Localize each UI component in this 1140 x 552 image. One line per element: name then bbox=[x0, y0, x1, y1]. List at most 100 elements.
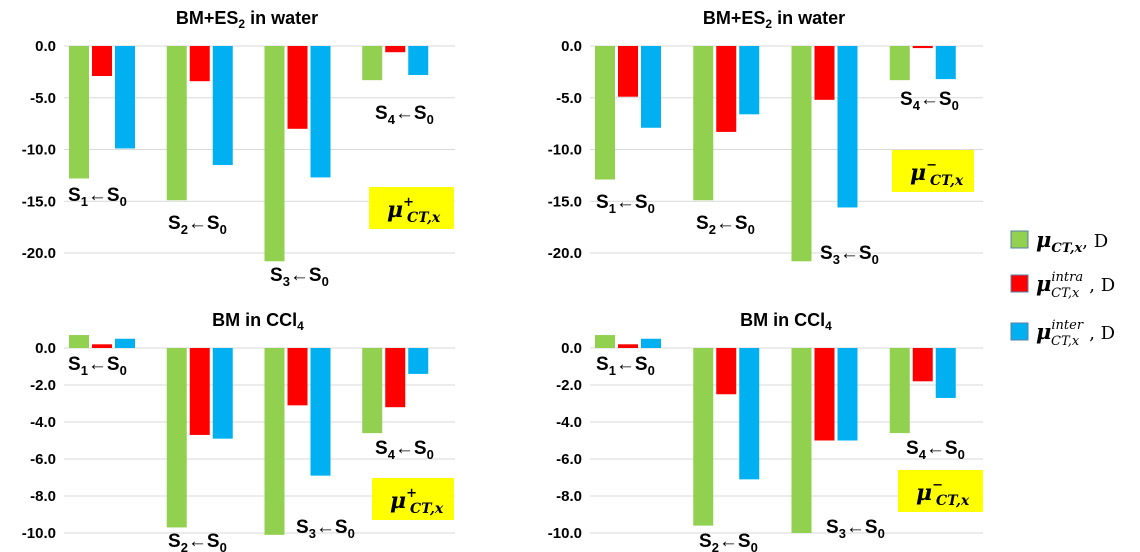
transition-label: S4←S0 bbox=[375, 103, 434, 127]
bar-inter bbox=[408, 348, 429, 374]
chart-panel-4: BM in CCl4 0.0 -2.0 -4.0 -6.0 -8.0 -10.0 S1←S0 S… bbox=[548, 310, 983, 552]
mu-label-highlight bbox=[898, 470, 983, 512]
legend-swatch-mu bbox=[1010, 230, 1029, 249]
bar-intra bbox=[814, 348, 835, 441]
transition-label: S2←S0 bbox=[168, 531, 227, 552]
y-tick-label: -15.0 bbox=[22, 193, 56, 210]
bar-intra bbox=[385, 348, 406, 408]
bar-intra bbox=[618, 46, 638, 97]
bar-inter bbox=[310, 46, 331, 178]
y-tick-label: -10.0 bbox=[548, 142, 582, 159]
bar-mu bbox=[264, 46, 285, 262]
bar-intra bbox=[92, 46, 112, 77]
y-tick-label: 0.0 bbox=[561, 38, 582, 55]
bar-inter bbox=[115, 338, 135, 348]
bar-mu bbox=[791, 348, 812, 533]
transition-label: S2←S0 bbox=[696, 213, 755, 237]
y-tick-label: -15.0 bbox=[548, 193, 582, 210]
mu-label: μ− CT,x bbox=[910, 158, 964, 189]
mu-label-highlight bbox=[369, 187, 454, 229]
y-tick-label: 0.0 bbox=[35, 38, 56, 55]
chart-title: BM in CCl4 bbox=[740, 310, 832, 333]
chart-title: BM in CCl4 bbox=[212, 310, 304, 333]
legend-swatch-inter bbox=[1010, 322, 1029, 341]
bar-intra bbox=[912, 348, 933, 382]
transition-label: S1←S0 bbox=[68, 185, 127, 209]
legend-label-intra: μintra CT,x, D bbox=[1036, 270, 1115, 301]
bar-inter bbox=[212, 46, 233, 166]
bar-mu bbox=[69, 46, 89, 179]
y-tick-label: -5.0 bbox=[556, 90, 582, 107]
bar-mu bbox=[791, 46, 812, 262]
transition-label: S2←S0 bbox=[699, 531, 758, 552]
transition-label: S3←S0 bbox=[270, 265, 329, 289]
transition-label: S3←S0 bbox=[820, 243, 879, 267]
bar-inter bbox=[641, 46, 661, 128]
bar-mu bbox=[889, 348, 910, 434]
y-tick-label: -10.0 bbox=[22, 142, 56, 159]
transition-label: S4←S0 bbox=[906, 438, 965, 462]
transition-label: S1←S0 bbox=[68, 354, 127, 378]
bar-mu bbox=[595, 335, 615, 348]
mu-label-highlight bbox=[372, 478, 454, 520]
bar-intra bbox=[189, 46, 210, 82]
bar-mu bbox=[166, 348, 187, 528]
bar-intra bbox=[912, 46, 933, 49]
bar-inter bbox=[408, 46, 429, 75]
bar-inter bbox=[935, 46, 956, 80]
bar-mu bbox=[595, 46, 615, 180]
bar-mu bbox=[362, 46, 383, 81]
transition-label: S3←S0 bbox=[296, 517, 355, 541]
legend-swatch-intra bbox=[1010, 274, 1029, 293]
transition-label: S1←S0 bbox=[596, 354, 655, 378]
bar-intra bbox=[814, 46, 835, 100]
bar-intra bbox=[287, 348, 308, 406]
bar-mu bbox=[264, 348, 285, 535]
bar-inter bbox=[837, 46, 858, 208]
y-tick-label: -2.0 bbox=[556, 377, 582, 394]
y-tick-label: -5.0 bbox=[30, 90, 56, 107]
transition-label: S1←S0 bbox=[596, 192, 655, 216]
chart-title: BM+ES2 in water bbox=[176, 8, 318, 31]
mu-label: μ− CT,x bbox=[916, 478, 970, 509]
y-tick-label: -8.0 bbox=[30, 488, 56, 505]
bar-mu bbox=[166, 46, 187, 201]
bar-mu bbox=[362, 348, 383, 434]
y-tick-label: -10.0 bbox=[22, 525, 56, 542]
transition-label: S2←S0 bbox=[168, 213, 227, 237]
mu-label: μ+ CT,x bbox=[390, 486, 444, 517]
mu-label: μ+ CT,x bbox=[387, 195, 441, 226]
bar-intra bbox=[618, 344, 638, 348]
y-tick-label: 0.0 bbox=[561, 340, 582, 357]
bar-inter bbox=[310, 348, 331, 476]
bar-inter bbox=[115, 46, 135, 149]
legend: μCT,x, D μintra CT,x, D μinter CT,x, D bbox=[1010, 227, 1115, 349]
bar-mu bbox=[693, 348, 714, 526]
chart-panel-2: BM+ES2 in water 0.0 -5.0 -10.0 -15.0 -20.0 S1←… bbox=[548, 8, 983, 267]
bar-intra bbox=[287, 46, 308, 129]
y-tick-label: -20.0 bbox=[22, 245, 56, 262]
transition-label: S4←S0 bbox=[375, 438, 434, 462]
bar-inter bbox=[739, 46, 760, 115]
y-tick-label: -4.0 bbox=[556, 414, 582, 431]
bar-inter bbox=[837, 348, 858, 441]
y-tick-label: -2.0 bbox=[30, 377, 56, 394]
bar-intra bbox=[189, 348, 210, 435]
bar-inter bbox=[212, 348, 233, 439]
chart-title: BM+ES2 in water bbox=[703, 8, 845, 31]
y-tick-label: -10.0 bbox=[548, 525, 582, 542]
chart-panel-3: BM in CCl4 0.0 -2.0 -4.0 -6.0 -8.0 -10.0 S1←S0 S… bbox=[22, 310, 455, 552]
bar-intra bbox=[716, 348, 737, 395]
bar-intra bbox=[92, 344, 112, 348]
y-tick-label: -20.0 bbox=[548, 245, 582, 262]
legend-label-inter: μinter CT,x, D bbox=[1036, 318, 1115, 349]
bar-intra bbox=[716, 46, 737, 132]
mu-label-highlight bbox=[892, 150, 974, 192]
bar-mu bbox=[693, 46, 714, 201]
y-tick-label: 0.0 bbox=[35, 340, 56, 357]
y-tick-label: -4.0 bbox=[30, 414, 56, 431]
bar-inter bbox=[641, 338, 661, 348]
bar-mu bbox=[69, 335, 89, 348]
bar-mu bbox=[889, 46, 910, 81]
transition-label: S3←S0 bbox=[826, 517, 885, 541]
